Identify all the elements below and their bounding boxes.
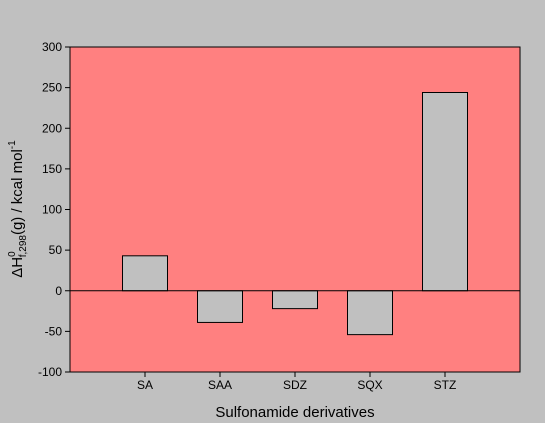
x-axis-ticks: SA SAA SDZ SQX STZ [137, 372, 456, 392]
bar-stz [422, 92, 468, 292]
y-axis-title-middle: (g) / kcal mol [9, 149, 26, 235]
bars-group [122, 92, 468, 336]
y-tick-label: 50 [49, 243, 63, 257]
x-tick-label-sdz: SDZ [283, 378, 307, 392]
bar-sa [122, 255, 168, 292]
y-axis-ticks: -100 -50 0 50 100 150 200 250 300 [38, 40, 70, 379]
y-axis-title-sup: 0 [7, 251, 18, 257]
bar-sqx [347, 290, 393, 336]
y-tick-label: 100 [42, 203, 62, 217]
x-tick-label-sqx: SQX [357, 378, 382, 392]
x-tick-label-sa: SA [137, 378, 153, 392]
y-tick-label: -100 [38, 365, 62, 379]
y-tick-label: 150 [42, 162, 62, 176]
y-tick-label: 0 [55, 284, 62, 298]
y-axis-title-unit-sup: -1 [7, 140, 18, 149]
y-tick-label: 300 [42, 40, 62, 54]
y-axis-title-prefix: ΔH [9, 257, 26, 278]
bar-saa [197, 290, 243, 323]
y-tick-label: -50 [45, 324, 63, 338]
x-tick-label-saa: SAA [208, 378, 232, 392]
bar-sdz [272, 290, 318, 310]
y-tick-label: 250 [42, 81, 62, 95]
x-axis-title: Sulfonamide derivatives [215, 404, 374, 421]
y-axis-title: ΔH0f,298(g) / kcal mol-1 [7, 140, 29, 278]
y-axis-title-sub: f,298 [18, 235, 29, 258]
x-tick-label-stz: STZ [434, 378, 457, 392]
y-tick-label: 200 [42, 121, 62, 135]
